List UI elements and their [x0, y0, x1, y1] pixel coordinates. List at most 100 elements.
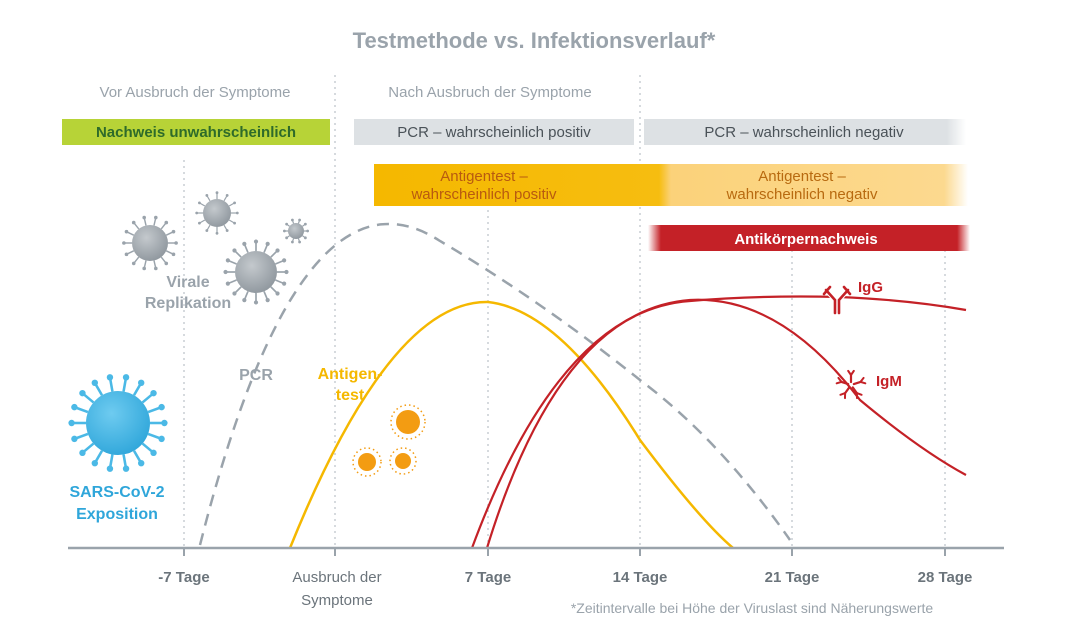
virus-spike-tip — [122, 374, 130, 381]
antigen-core — [358, 453, 376, 471]
blue-virus-shape — [68, 374, 168, 472]
virus-spike-tip — [291, 240, 294, 244]
tick-label-onset-line2: Symptome — [301, 592, 373, 609]
virus-spike-tip — [215, 231, 219, 235]
exposure-label-line1: SARS-CoV-2 — [69, 484, 164, 501]
virus-body — [132, 225, 168, 261]
virus-spike-tip — [225, 229, 229, 232]
tick-label-14: 14 Tage — [613, 569, 668, 586]
virus-spike-tip — [174, 241, 178, 245]
footnote: *Zeitintervalle bei Höhe der Viruslast s… — [571, 600, 934, 616]
virus-spike-tip — [164, 220, 169, 225]
diagram-title: Testmethode vs. Infektionsverlauf* — [353, 28, 716, 53]
igm-arm — [852, 380, 862, 386]
virus-spike-tip — [154, 266, 158, 271]
igm-fork — [847, 369, 852, 376]
sars-cov-2-virus-icon — [68, 374, 168, 472]
virus-spike-tip — [282, 258, 287, 263]
virus-body — [86, 391, 150, 455]
x-axis-ticks — [183, 548, 946, 556]
igg-antibody-icon-backdrop — [823, 284, 851, 318]
igm-fork — [859, 376, 865, 383]
virus-spike-tip — [195, 211, 199, 215]
virus-spike-tip — [225, 194, 229, 197]
virus-spike-tip — [283, 229, 286, 233]
bar-antigen-negative-line2: wahrscheinlich negativ — [726, 186, 878, 203]
virus-spike-tip — [235, 211, 239, 215]
virus-spike-tip — [150, 389, 157, 397]
viral-replication-label-line1: Virale — [166, 274, 209, 291]
virus-spike-tip — [242, 241, 247, 246]
igm-antibody-icon — [835, 369, 867, 400]
bar-unlikely — [62, 119, 330, 145]
virus-spike-tip — [233, 201, 236, 205]
antigen-curve — [288, 300, 734, 549]
tick-label-28: 28 Tage — [918, 569, 973, 586]
virus-spike-tip — [233, 221, 236, 225]
grey-virus-icon — [195, 191, 239, 235]
antigen-core — [396, 410, 420, 434]
bar-pcr-positive-label: PCR – wahrscheinlich positiv — [397, 124, 591, 141]
antigen-curve-label-line2: test — [336, 387, 365, 404]
antigen-particle-icon — [389, 447, 417, 475]
virus-spike-tip — [198, 201, 201, 205]
bar-antigen-positive-line2: wahrscheinlich positiv — [410, 186, 557, 203]
virus-spike-tip — [150, 449, 157, 457]
virus-spike-tip — [158, 435, 165, 443]
virus-spike-tip — [291, 218, 294, 222]
virus-spike-tip — [253, 239, 259, 244]
antigen-core — [395, 453, 411, 469]
bar-antigen-negative-line1: Antigentest – — [758, 168, 846, 185]
grey-virus-icon — [223, 239, 289, 305]
virus-spike-tip — [124, 229, 129, 234]
virus-spike-tip — [71, 403, 78, 411]
igg-antibody-icon — [822, 285, 852, 315]
bar-pcr-positive — [354, 119, 634, 145]
virus-spike-tip — [71, 435, 78, 443]
virus-spike-tip — [131, 261, 136, 266]
virus-spike-tip — [91, 459, 99, 467]
virus-body — [288, 223, 304, 239]
antigen-particles — [352, 404, 426, 477]
virus-spike-tip — [303, 236, 307, 240]
virus-body — [235, 251, 277, 293]
bar-pcr-negative — [644, 119, 966, 145]
virus-spike-tip — [164, 261, 169, 266]
virus-spike-tip — [106, 374, 114, 381]
tick-label-21: 21 Tage — [765, 569, 820, 586]
tick-label-onset: Ausbruch der — [292, 569, 381, 586]
virus-spike-tip — [298, 240, 301, 244]
virus-spike-tip — [138, 459, 145, 467]
virus-spike-tip — [122, 465, 130, 472]
bar-antibody-label: Antikörpernachweis — [734, 231, 877, 248]
igg-label: IgG — [858, 279, 883, 296]
virus-spike-tip — [242, 298, 247, 303]
x-axis-tick-labels: -7 Tage Ausbruch der Symptome 7 Tage 14 … — [158, 569, 972, 609]
antigen-halo — [352, 447, 382, 477]
virus-spike-tip — [306, 229, 309, 233]
bar-unlikely-label: Nachweis unwahrscheinlich — [96, 124, 296, 141]
igm-fork — [855, 392, 863, 396]
virus-spike-tip — [205, 194, 209, 197]
antigen-halo — [390, 404, 426, 440]
tick-label-minus-7: -7 Tage — [158, 569, 209, 586]
virus-spike-tip — [215, 191, 219, 195]
phase-after-label: Nach Ausbruch der Symptome — [388, 84, 591, 101]
tick-label-7: 7 Tage — [465, 569, 511, 586]
vertical-grid — [183, 75, 946, 547]
virus-spike-tip — [198, 221, 201, 225]
grey-virus-icon — [122, 215, 178, 271]
igm-arm — [851, 386, 858, 395]
bar-pcr-negative-label: PCR – wahrscheinlich negativ — [704, 124, 904, 141]
igm-fork — [835, 380, 843, 385]
virus-spike-tip — [171, 229, 176, 234]
virus-spike-tip — [232, 248, 237, 253]
igg-curve — [470, 295, 967, 549]
virus-spike-tip — [225, 258, 230, 263]
bar-antibody — [648, 225, 970, 251]
bar-antigen — [374, 164, 968, 206]
igm-arm — [844, 386, 851, 395]
virus-spike-tip — [158, 403, 165, 411]
